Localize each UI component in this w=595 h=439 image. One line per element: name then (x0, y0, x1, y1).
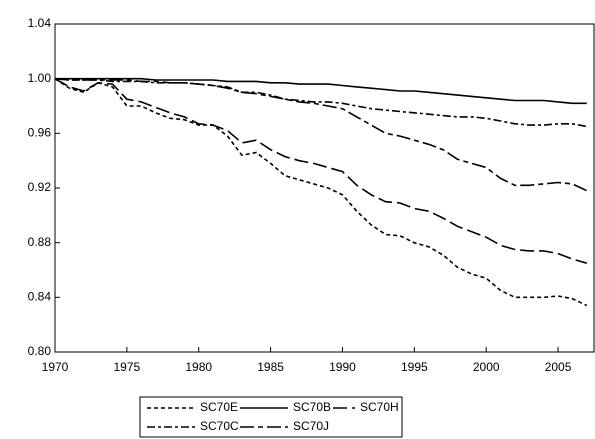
x-tick-label: 1975 (114, 360, 141, 374)
plot-frame (54, 23, 595, 353)
legend-label: SC70C (200, 419, 239, 433)
series-line (54, 78, 588, 264)
y-tick-label: 0.96 (28, 126, 52, 140)
series-line (54, 77, 587, 128)
y-tick-label: 0.88 (28, 235, 52, 249)
legend-label: SC70B (293, 400, 331, 414)
x-tick-label: 1985 (257, 360, 284, 374)
x-tick-label: 1990 (329, 360, 356, 374)
x-tick-label: 2000 (473, 360, 500, 374)
y-tick-label: 1.04 (28, 16, 52, 30)
series-line (55, 77, 587, 105)
legend-box (139, 396, 403, 438)
x-tick-label: 1995 (401, 360, 428, 374)
legend-label: SC70J (293, 419, 329, 433)
x-tick-label: 1980 (185, 360, 212, 374)
legend-label: SC70H (360, 400, 399, 414)
x-tick-label: 2005 (545, 360, 572, 374)
y-tick-label: 0.80 (28, 344, 52, 358)
y-tick-label: 1.00 (28, 71, 52, 85)
legend-label: SC70E (200, 400, 238, 414)
y-tick-label: 0.92 (28, 180, 52, 194)
series-line (54, 77, 588, 192)
series-line (54, 78, 588, 307)
y-tick-label: 0.84 (28, 290, 52, 304)
x-tick-label: 1970 (42, 360, 69, 374)
